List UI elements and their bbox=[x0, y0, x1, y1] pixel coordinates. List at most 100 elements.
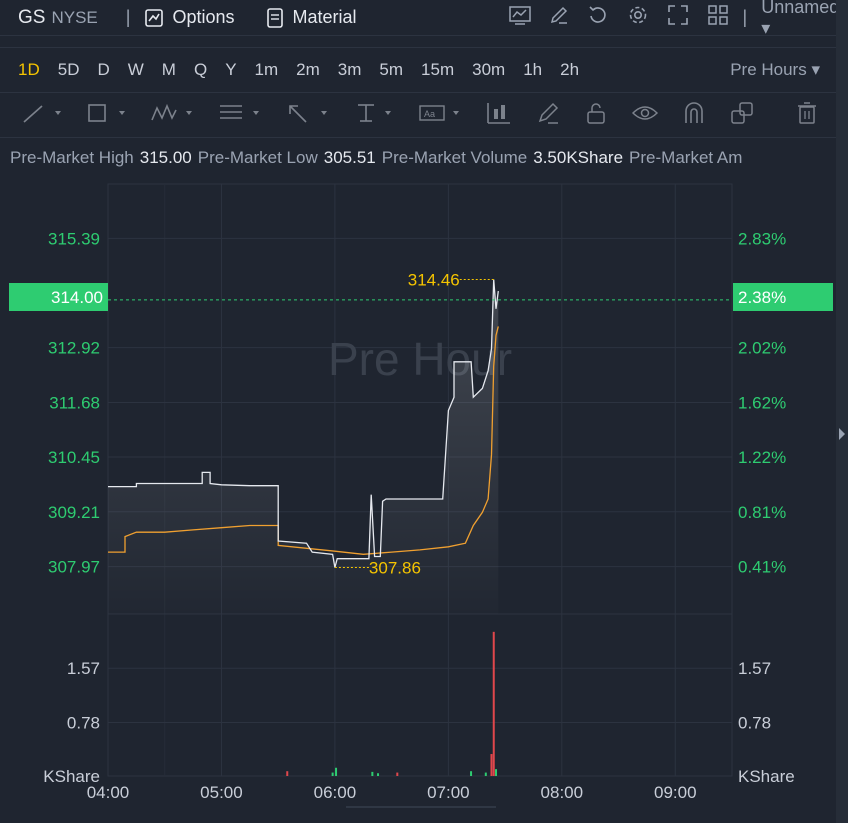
timeframe-30m[interactable]: 30m bbox=[472, 60, 506, 79]
min-price-label: 307.86 bbox=[369, 559, 421, 578]
panel-arrow-icon bbox=[839, 428, 845, 440]
chart-watermark: Pre Hour bbox=[328, 333, 512, 385]
bar-pattern-tool-icon[interactable] bbox=[486, 101, 512, 130]
volume-tick-label: 1.57 bbox=[67, 659, 100, 678]
text-tool-icon[interactable]: Aa bbox=[418, 102, 462, 129]
reset-icon[interactable] bbox=[587, 4, 609, 31]
measure-tool-icon[interactable] bbox=[354, 102, 394, 129]
timeframe-1h[interactable]: 1h bbox=[523, 60, 543, 79]
timeframe-15m[interactable]: 15m bbox=[421, 60, 455, 79]
material-label: Material bbox=[292, 7, 357, 27]
divider: | bbox=[125, 7, 131, 27]
timeframe-1m[interactable]: 1m bbox=[254, 60, 279, 79]
percent-tick-label: 0.41% bbox=[738, 558, 786, 577]
current-pct-label: 2.38% bbox=[738, 288, 786, 307]
lock-icon[interactable] bbox=[584, 101, 608, 130]
volume-bar bbox=[396, 772, 399, 776]
current-price-label: 314.00 bbox=[51, 288, 103, 307]
svg-text:Aa: Aa bbox=[424, 109, 435, 119]
volume-bar bbox=[331, 772, 334, 776]
volume-bar bbox=[495, 769, 498, 776]
timeframe-w[interactable]: W bbox=[127, 60, 144, 79]
layers-icon[interactable] bbox=[730, 101, 756, 130]
volume-bar bbox=[371, 771, 374, 776]
percent-tick-label: 0.81% bbox=[738, 503, 786, 522]
volume-bar bbox=[484, 772, 487, 776]
exchange: NYSE bbox=[51, 7, 98, 27]
price-area-fill bbox=[108, 279, 499, 614]
max-price-label: 314.46 bbox=[408, 271, 460, 290]
premarket-high-value: 315.00 bbox=[139, 148, 192, 167]
pattern-tool-icon[interactable] bbox=[150, 102, 194, 129]
volume-tick-label: 0.78 bbox=[67, 713, 100, 732]
timeframe-bar: 1D 5D D W M Q Y 1m 2m 3m 5m 15m 30m 1h 2h Pre Hours ▾ bbox=[0, 47, 836, 93]
eye-icon[interactable] bbox=[631, 103, 659, 128]
price-tick-label: 315.39 bbox=[48, 229, 100, 248]
session-dropdown[interactable]: Pre Hours ▾ bbox=[730, 60, 820, 80]
options-chart-icon bbox=[145, 8, 164, 27]
time-tick-label: 06:00 bbox=[314, 783, 357, 802]
dropdown-caret-icon: ▾ bbox=[811, 60, 820, 79]
brush-tool-icon[interactable] bbox=[536, 101, 560, 130]
document-icon bbox=[267, 7, 284, 28]
layout-name: Unnamed bbox=[761, 0, 840, 17]
timeframe-2m[interactable]: 2m bbox=[296, 60, 320, 79]
percent-axis-labels: 2.83% 2.02% 1.62% 1.22% 0.81% 0.41% bbox=[738, 229, 786, 576]
indicator-icon[interactable] bbox=[508, 5, 531, 30]
premarket-low-value: 305.51 bbox=[323, 148, 376, 167]
percent-tick-label: 2.83% bbox=[738, 229, 786, 248]
trash-icon[interactable] bbox=[796, 101, 818, 130]
top-toolbar: GS NYSE | Options Material | Unnamed ▾ bbox=[0, 0, 839, 39]
timeframe-m[interactable]: M bbox=[161, 60, 176, 79]
time-tick-label: 09:00 bbox=[654, 783, 697, 802]
premarket-amount-label: Pre-Market Am bbox=[629, 148, 743, 167]
volume-bar bbox=[492, 631, 495, 776]
average-price-line bbox=[108, 326, 499, 555]
trend-line-tool-icon[interactable] bbox=[22, 102, 62, 129]
layout-grid-icon[interactable] bbox=[707, 4, 729, 31]
settings-icon[interactable] bbox=[627, 4, 649, 31]
layout-name-dropdown[interactable]: Unnamed ▾ bbox=[761, 0, 839, 39]
volume-bar bbox=[377, 773, 380, 776]
material-button[interactable]: Material bbox=[266, 7, 357, 28]
price-chart[interactable]: Pre Hour 314.00 2.38% 315.39 312.92 311.68… bbox=[0, 176, 836, 808]
volume-bar bbox=[286, 771, 289, 776]
price-tick-label: 309.21 bbox=[48, 503, 100, 522]
extreme-markers: 314.46 307.86 bbox=[334, 271, 494, 578]
magnet-icon[interactable] bbox=[682, 101, 706, 130]
volume-bar bbox=[470, 771, 473, 776]
time-tick-label: 07:00 bbox=[427, 783, 470, 802]
price-tick-label: 307.97 bbox=[48, 558, 100, 577]
volume-unit-left: KShare bbox=[43, 767, 100, 786]
volume-bars bbox=[286, 631, 498, 776]
symbol[interactable]: GS bbox=[18, 6, 46, 28]
arrow-tool-icon[interactable] bbox=[286, 102, 330, 129]
premarket-low-label: Pre-Market Low bbox=[197, 148, 318, 167]
timeframe-d[interactable]: D bbox=[97, 60, 110, 79]
current-pct-badge bbox=[733, 283, 833, 311]
volume-axis-labels: 1.57 1.57 0.78 0.78 bbox=[67, 659, 771, 732]
scroll-handle[interactable] bbox=[346, 806, 496, 808]
timeframe-3m[interactable]: 3m bbox=[337, 60, 362, 79]
percent-tick-label: 2.02% bbox=[738, 339, 786, 358]
price-tick-label: 310.45 bbox=[48, 448, 100, 467]
right-panel-toggle[interactable] bbox=[836, 0, 848, 823]
time-tick-label: 05:00 bbox=[200, 783, 243, 802]
timeframe-q[interactable]: Q bbox=[193, 60, 208, 79]
fullscreen-icon[interactable] bbox=[667, 4, 689, 31]
timeframe-1d[interactable]: 1D bbox=[18, 60, 40, 79]
edit-icon[interactable] bbox=[549, 5, 569, 30]
price-line bbox=[108, 279, 499, 568]
timeframe-5d[interactable]: 5D bbox=[57, 60, 80, 79]
volume-tick-label: 0.78 bbox=[738, 713, 771, 732]
rectangle-tool-icon[interactable] bbox=[86, 102, 126, 129]
volume-bar bbox=[490, 754, 493, 776]
options-button[interactable]: Options bbox=[144, 7, 234, 28]
timeframe-5m[interactable]: 5m bbox=[379, 60, 404, 79]
fibonacci-tool-icon[interactable] bbox=[218, 102, 262, 129]
time-tick-label: 08:00 bbox=[541, 783, 584, 802]
timeframe-2h[interactable]: 2h bbox=[560, 60, 580, 79]
price-tick-label: 312.92 bbox=[48, 339, 100, 358]
timeframe-y[interactable]: Y bbox=[225, 60, 237, 79]
percent-tick-label: 1.62% bbox=[738, 394, 786, 413]
